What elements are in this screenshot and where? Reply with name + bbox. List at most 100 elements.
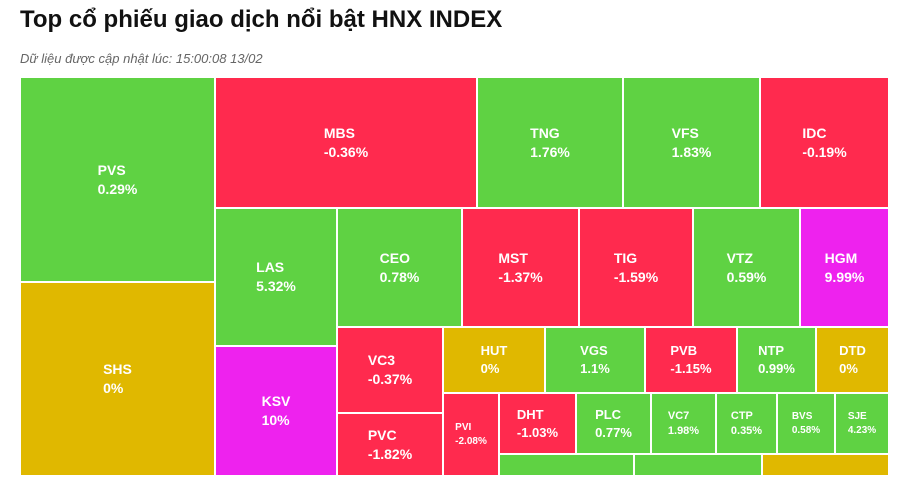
tile-label: HGM 9.99% xyxy=(825,249,865,287)
stock-change: -2.08% xyxy=(455,435,487,447)
treemap-tile-tng[interactable]: TNG 1.76% xyxy=(477,77,623,208)
tile-label: NTP 0.99% xyxy=(758,342,795,377)
stock-change: 0.99% xyxy=(758,361,795,376)
stock-change: 1.98% xyxy=(667,424,700,437)
page-title: Top cổ phiếu giao dịch nổi bật HNX INDEX xyxy=(20,6,503,33)
stock-symbol: SHS xyxy=(103,361,132,378)
stock-change: 4.23% xyxy=(847,424,877,436)
stock-symbol: PVI xyxy=(455,422,472,433)
stock-change: 1.83% xyxy=(671,143,712,160)
tile-label: PVC -1.82% xyxy=(368,426,412,464)
stock-symbol: VTZ xyxy=(726,249,754,266)
treemap-tile-mst[interactable]: MST -1.37% xyxy=(462,208,579,327)
stock-symbol: TNG xyxy=(530,124,560,141)
tile-label: BVS 0.58% xyxy=(792,410,820,437)
stock-symbol: PVS xyxy=(97,161,126,178)
stock-change: 0.35% xyxy=(730,424,763,437)
stock-change: 0% xyxy=(839,361,858,376)
treemap-tile-dtd[interactable]: DTD 0% xyxy=(816,327,889,393)
tile-label: LAS 5.32% xyxy=(256,258,296,296)
stock-change: 0% xyxy=(103,380,124,396)
treemap-tile-vfs[interactable]: VFS 1.83% xyxy=(623,77,760,208)
treemap-tile-small[interactable] xyxy=(762,454,889,476)
stock-symbol: NTP xyxy=(758,343,785,359)
stock-change: -1.37% xyxy=(498,268,543,285)
stock-change: 0.58% xyxy=(791,424,821,436)
treemap-tile-vtz[interactable]: VTZ 0.59% xyxy=(693,208,800,327)
stock-symbol: BVS xyxy=(791,411,813,422)
tile-label: KSV 10% xyxy=(262,392,291,430)
update-timestamp: Dữ liệu được cập nhật lúc: 15:00:08 13/0… xyxy=(20,51,263,66)
stock-change: 0.59% xyxy=(726,268,767,285)
stock-symbol: DTD xyxy=(839,343,866,359)
treemap-tile-ntp[interactable]: NTP 0.99% xyxy=(737,327,816,393)
tile-label: PVS 0.29% xyxy=(98,161,138,199)
stock-symbol: PVB xyxy=(670,343,698,359)
stock-symbol: VFS xyxy=(671,124,699,141)
treemap-tile-pvc[interactable]: PVC -1.82% xyxy=(337,413,443,476)
stock-symbol: HGM xyxy=(824,249,858,266)
treemap-tile-pvb[interactable]: PVB -1.15% xyxy=(645,327,737,393)
stock-symbol: VC3 xyxy=(367,352,396,369)
stock-symbol: IDC xyxy=(802,124,827,141)
stock-change: 0.77% xyxy=(595,424,632,440)
treemap-tile-bvs[interactable]: BVS 0.58% xyxy=(777,393,835,454)
tile-label: CTP 0.35% xyxy=(731,409,762,439)
stock-change: -1.03% xyxy=(516,424,559,440)
tile-label: MST -1.37% xyxy=(498,249,542,287)
tile-label: MBS -0.36% xyxy=(324,124,368,162)
treemap-tile-mbs[interactable]: MBS -0.36% xyxy=(215,77,477,208)
stock-symbol: PLC xyxy=(595,406,622,422)
treemap-tile-ceo[interactable]: CEO 0.78% xyxy=(337,208,462,327)
tile-label: IDC -0.19% xyxy=(802,124,846,162)
tile-label: HUT 0% xyxy=(481,342,508,377)
stock-change: 9.99% xyxy=(824,268,865,285)
stock-change: -1.15% xyxy=(670,361,712,376)
treemap-tile-pvs[interactable]: PVS 0.29% xyxy=(20,77,215,282)
stock-treemap: PVS 0.29% SHS 0% MBS -0.36% TNG 1.76% VFS 1.83% ID… xyxy=(20,77,889,476)
treemap-tile-vc7[interactable]: VC7 1.98% xyxy=(651,393,716,454)
stock-symbol: CTP xyxy=(730,409,753,422)
treemap-tile-hut[interactable]: HUT 0% xyxy=(443,327,545,393)
tile-label: SHS 0% xyxy=(103,360,132,398)
stock-change: 0% xyxy=(480,361,500,376)
stock-symbol: SJE xyxy=(847,411,867,422)
treemap-tile-hgm[interactable]: HGM 9.99% xyxy=(800,208,889,327)
tile-label: DHT -1.03% xyxy=(517,406,558,441)
tile-label: PLC 0.77% xyxy=(595,406,632,441)
treemap-tile-las[interactable]: LAS 5.32% xyxy=(215,208,337,346)
stock-symbol: TIG xyxy=(613,249,638,266)
treemap-tile-ksv[interactable]: KSV 10% xyxy=(215,346,337,476)
stock-symbol: MBS xyxy=(323,124,355,141)
tile-label: PVB -1.15% xyxy=(670,342,711,377)
tile-label: VC7 1.98% xyxy=(668,409,699,439)
treemap-tile-ctp[interactable]: CTP 0.35% xyxy=(716,393,777,454)
stock-change: -0.19% xyxy=(802,143,847,160)
tile-label: VGS 1.1% xyxy=(580,342,610,377)
treemap-tile-shs[interactable]: SHS 0% xyxy=(20,282,215,476)
treemap-tile-vc3[interactable]: VC3 -0.37% xyxy=(337,327,443,413)
treemap-tile-dht[interactable]: DHT -1.03% xyxy=(499,393,576,454)
stock-change: 0.78% xyxy=(379,268,420,285)
stock-symbol: VC7 xyxy=(667,409,690,422)
treemap-tile-sje[interactable]: SJE 4.23% xyxy=(835,393,889,454)
stock-symbol: CEO xyxy=(379,249,410,266)
stock-change: 1.1% xyxy=(580,361,610,376)
stock-symbol: VGS xyxy=(580,343,608,359)
treemap-tile-vgs[interactable]: VGS 1.1% xyxy=(545,327,645,393)
treemap-tile-pvi[interactable]: PVI -2.08% xyxy=(443,393,499,476)
treemap-tile-tig[interactable]: TIG -1.59% xyxy=(579,208,693,327)
stock-symbol: KSV xyxy=(261,393,291,410)
treemap-tile-plc[interactable]: PLC 0.77% xyxy=(576,393,651,454)
stock-change: -0.37% xyxy=(367,371,413,387)
tile-label: TNG 1.76% xyxy=(530,124,570,162)
tile-label: VTZ 0.59% xyxy=(727,249,767,287)
stock-change: 5.32% xyxy=(256,278,296,294)
tile-label: CEO 0.78% xyxy=(380,249,420,287)
tile-label: SJE 4.23% xyxy=(848,410,876,437)
stock-symbol: LAS xyxy=(256,259,285,276)
stock-change: -0.36% xyxy=(323,143,369,160)
treemap-tile-small[interactable] xyxy=(634,454,762,476)
treemap-tile-small[interactable] xyxy=(499,454,634,476)
treemap-tile-idc[interactable]: IDC -0.19% xyxy=(760,77,889,208)
